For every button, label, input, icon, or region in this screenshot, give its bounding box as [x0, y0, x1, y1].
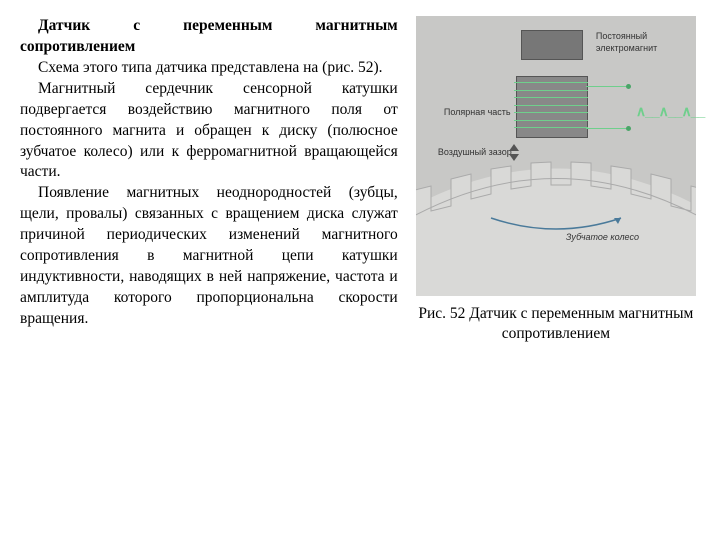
figure-caption: Рис. 52 Датчик с переменным магнитным со…	[412, 304, 700, 344]
gap-arrow-down-icon	[509, 154, 519, 161]
sensor-diagram: ∧__∧__∧__ Постоянный электромагнит Поляр…	[416, 16, 696, 296]
section-title: Датчик с переменным магнитным сопротивле…	[20, 16, 398, 58]
label-wheel: Зубчатое колесо	[566, 231, 639, 243]
figure-column: ∧__∧__∧__ Постоянный электромагнит Поляр…	[412, 16, 700, 344]
coil-winding	[514, 105, 588, 106]
coil-lead-bottom	[586, 128, 628, 129]
coil-winding	[514, 127, 588, 128]
coil-winding	[514, 97, 588, 98]
coil-terminal-bottom	[626, 126, 631, 131]
pole-core-block	[516, 76, 588, 138]
coil-lead-top	[586, 86, 628, 87]
label-magnet: Постоянный электромагнит	[596, 30, 696, 54]
label-pole: Полярная часть	[444, 106, 511, 118]
paragraph-1: Схема этого типа датчика представлена на…	[20, 58, 398, 79]
coil-winding	[514, 90, 588, 91]
output-waveform: ∧__∧__∧__	[636, 102, 704, 121]
paragraph-3: Появление магнитных неоднородностей (зуб…	[20, 183, 398, 329]
gap-arrow-up-icon	[509, 144, 519, 151]
coil-winding	[514, 112, 588, 113]
text-column: Датчик с переменным магнитным сопротивле…	[20, 16, 398, 344]
label-gap: Воздушный зазор	[438, 146, 512, 158]
coil-winding	[514, 82, 588, 83]
paragraph-2: Магнитный сердечник сенсорной катушки по…	[20, 79, 398, 184]
coil-terminal-top	[626, 84, 631, 89]
permanent-magnet-block	[521, 30, 583, 60]
coil-winding	[514, 120, 588, 121]
